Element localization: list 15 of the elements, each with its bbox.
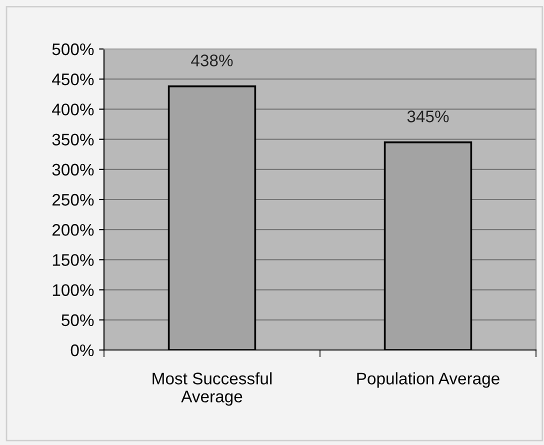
- y-tick-label: 250%: [52, 194, 94, 206]
- y-tick-label: 450%: [52, 74, 94, 86]
- y-tick-label: 350%: [52, 134, 94, 146]
- y-tick-label: 200%: [52, 224, 94, 236]
- y-tick-label: 0%: [70, 344, 94, 356]
- y-tick-label: 400%: [52, 104, 94, 116]
- x-tick-label: Most Successful Average: [152, 372, 272, 406]
- y-tick-label: 500%: [52, 43, 94, 56]
- data-label: 345%: [407, 110, 449, 122]
- x-tick-label: Population Average: [357, 372, 500, 388]
- y-tick-label: 150%: [52, 254, 94, 266]
- y-tick-label: 300%: [52, 164, 94, 176]
- data-label: 438%: [191, 54, 233, 66]
- y-tick-label: 100%: [52, 284, 94, 296]
- y-tick-label: 50%: [62, 314, 94, 326]
